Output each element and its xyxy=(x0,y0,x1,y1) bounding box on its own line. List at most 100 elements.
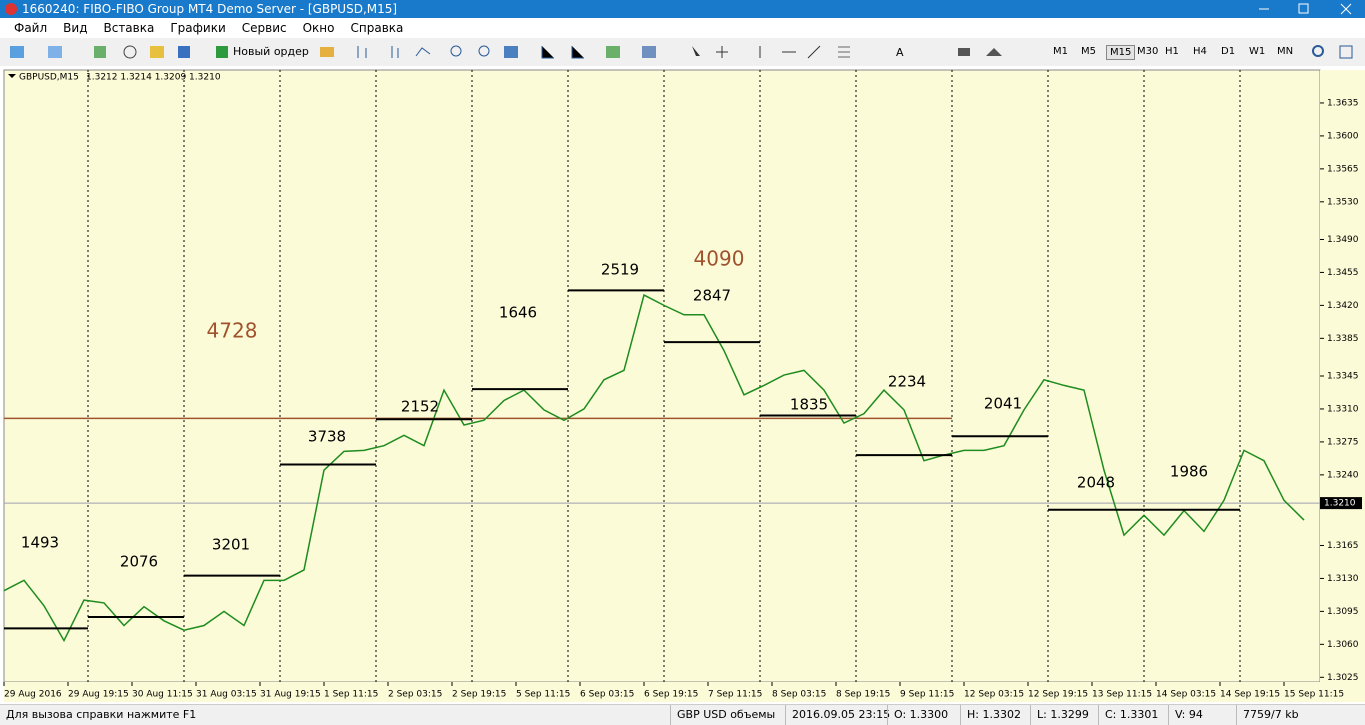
search-icons[interactable] xyxy=(1310,44,1360,60)
new-order-button[interactable]: Новый ордер xyxy=(233,45,309,58)
y-tick-label: 1.3420 xyxy=(1327,301,1359,311)
timeframe-button[interactable]: D1 xyxy=(1221,46,1236,57)
volume-label: 1493 xyxy=(21,534,59,552)
volume-label: 3738 xyxy=(308,428,346,446)
timeframe-button[interactable]: M30 xyxy=(1137,46,1159,57)
toolbar-icons[interactable] xyxy=(8,44,208,60)
timeframe-button[interactable]: M15 xyxy=(1106,45,1136,60)
volume-label: 1986 xyxy=(1170,463,1208,481)
y-tick-label: 1.3635 xyxy=(1327,98,1359,108)
status-profile: GBP USD объемы xyxy=(670,705,775,725)
y-tick-label: 1.3275 xyxy=(1327,437,1359,447)
y-tick-label: 1.3345 xyxy=(1327,372,1359,382)
timeframe-button[interactable]: M1 xyxy=(1053,46,1068,57)
volume-label: 3201 xyxy=(212,536,250,554)
status-help: Для вызова справки нажмите F1 xyxy=(6,708,197,721)
y-tick-label: 1.3565 xyxy=(1327,164,1359,174)
svg-text:A: A xyxy=(896,46,904,59)
status-bar: Для вызова справки нажмите F1 GBP USD об… xyxy=(0,704,1365,725)
x-tick-label: 14 Sep 03:15 xyxy=(1156,690,1216,700)
y-tick-label: 1.3530 xyxy=(1327,197,1359,207)
x-tick-label: 8 Sep 19:15 xyxy=(836,690,890,700)
timeframe-button[interactable]: H4 xyxy=(1193,46,1207,57)
x-tick-label: 8 Sep 03:15 xyxy=(772,690,826,700)
collapse-icon xyxy=(8,74,16,78)
x-tick-label: 15 Sep 11:15 xyxy=(1284,690,1344,700)
y-tick-label: 1.3385 xyxy=(1327,334,1359,344)
x-tick-label: 1 Sep 11:15 xyxy=(324,690,378,700)
y-tick-label: 1.3240 xyxy=(1327,470,1359,480)
volume-label: 2152 xyxy=(401,398,439,416)
x-tick-label: 6 Sep 19:15 xyxy=(644,690,698,700)
x-tick-label: 9 Sep 11:15 xyxy=(900,690,954,700)
timeframe-button[interactable]: H1 xyxy=(1165,46,1179,57)
x-tick-label: 2 Sep 03:15 xyxy=(388,690,442,700)
volume-label: 2234 xyxy=(888,373,926,391)
y-tick-label: 1.3600 xyxy=(1327,131,1359,141)
x-tick-label: 13 Sep 11:15 xyxy=(1092,690,1152,700)
y-tick-label: 1.3130 xyxy=(1327,574,1359,584)
volume-label: 2076 xyxy=(120,553,158,571)
status-time: 2016.09.05 23:15 xyxy=(785,705,890,725)
status-close: C: 1.3301 xyxy=(1098,705,1158,725)
x-tick-label: 31 Aug 19:15 xyxy=(260,690,321,700)
x-tick-label: 14 Sep 19:15 xyxy=(1220,690,1280,700)
menu-item[interactable]: Вид xyxy=(63,21,88,35)
toolbar-icons-2[interactable]: A xyxy=(318,44,1038,60)
menu-item[interactable]: Справка xyxy=(350,21,404,35)
total-volume-label: 4728 xyxy=(207,319,258,343)
plot-area xyxy=(3,69,1321,683)
x-tick-label: 7 Sep 11:15 xyxy=(708,690,762,700)
x-tick-label: 12 Sep 03:15 xyxy=(964,690,1024,700)
timeframe-button[interactable]: M5 xyxy=(1081,46,1096,57)
volume-label: 1646 xyxy=(499,304,537,322)
new-order-icon[interactable] xyxy=(214,44,230,60)
y-tick-label: 1.3025 xyxy=(1327,673,1359,683)
price-axis xyxy=(1320,70,1365,682)
timeframe-button[interactable]: MN xyxy=(1277,46,1294,57)
status-open: O: 1.3300 xyxy=(887,705,948,725)
window-title: 1660240: FIBO-FIBO Group MT4 Demo Server… xyxy=(22,2,398,16)
y-tick-label: 1.3095 xyxy=(1327,607,1359,617)
x-tick-label: 30 Aug 11:15 xyxy=(132,690,193,700)
x-tick-label: 5 Sep 11:15 xyxy=(516,690,570,700)
x-tick-label: 6 Sep 03:15 xyxy=(580,690,634,700)
x-tick-label: 12 Sep 19:15 xyxy=(1028,690,1088,700)
menu-item[interactable]: Вставка xyxy=(103,21,155,35)
app-icon xyxy=(5,3,17,15)
y-tick-label: 1.3165 xyxy=(1327,541,1359,551)
quote-label: 1.3212 1.3214 1.3209 1.3210 xyxy=(86,73,221,83)
symbol-label: GBPUSD,M15 xyxy=(19,73,79,83)
y-tick-label: 1.3310 xyxy=(1327,404,1359,414)
toolbar: Новый ордер A M1 M5 M15 M30 H1 H4 D1 W1 MN xyxy=(0,38,1365,67)
current-price-box xyxy=(1320,497,1362,510)
time-axis xyxy=(4,682,1365,702)
x-tick-label: 2 Sep 19:15 xyxy=(452,690,506,700)
status-high: H: 1.3302 xyxy=(960,705,1021,725)
menu-item[interactable]: Сервис xyxy=(241,21,287,35)
status-volume: V: 94 xyxy=(1168,705,1203,725)
current-price-label: 1.3210 xyxy=(1324,499,1356,509)
x-tick-label: 31 Aug 03:15 xyxy=(196,690,257,700)
timeframe-button[interactable]: W1 xyxy=(1249,46,1266,57)
y-tick-label: 1.3060 xyxy=(1327,640,1359,650)
volume-label: 1835 xyxy=(790,396,828,414)
title-bar: 1660240: FIBO-FIBO Group MT4 Demo Server… xyxy=(0,0,1365,18)
window-controls[interactable] xyxy=(1245,0,1365,18)
volume-label: 2519 xyxy=(601,261,639,279)
menu-item[interactable]: Файл xyxy=(14,21,48,35)
y-tick-label: 1.3455 xyxy=(1327,268,1359,278)
volume-label: 2041 xyxy=(984,395,1022,413)
price-line xyxy=(3,293,1305,643)
status-traffic: 7759/7 kb xyxy=(1236,705,1299,725)
y-tick-label: 1.3490 xyxy=(1327,235,1359,245)
total-volume-label: 4090 xyxy=(694,247,745,271)
menu-item[interactable]: Окно xyxy=(302,21,335,35)
volume-label: 2048 xyxy=(1077,474,1115,492)
menu-item[interactable]: Графики xyxy=(170,21,226,35)
volume-label: 2847 xyxy=(693,287,731,305)
x-tick-label: 29 Aug 19:15 xyxy=(68,690,129,700)
x-tick-label: 29 Aug 2016 xyxy=(4,690,62,700)
status-low: L: 1.3299 xyxy=(1030,705,1089,725)
